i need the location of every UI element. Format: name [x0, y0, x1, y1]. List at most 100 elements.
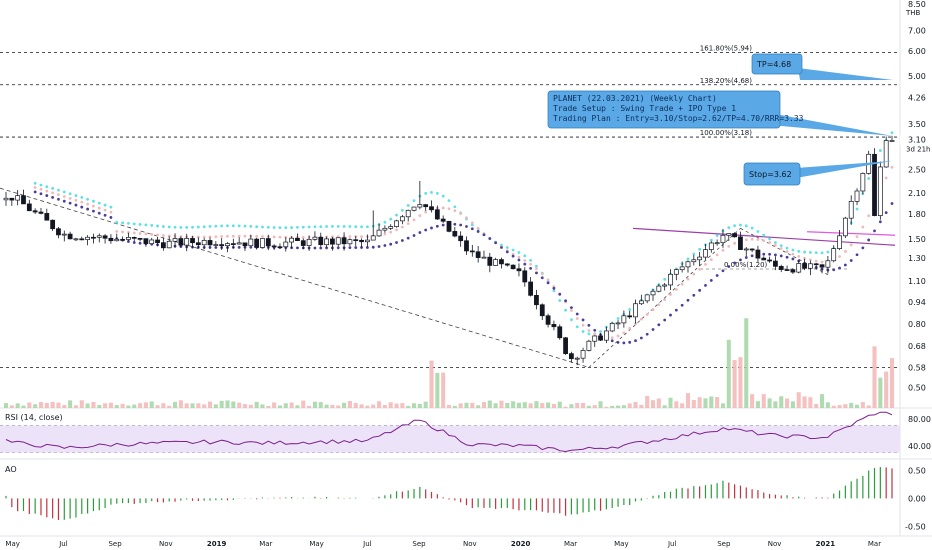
candle-body[interactable]	[569, 353, 574, 360]
candle-body[interactable]	[469, 250, 475, 253]
candle-body[interactable]	[330, 238, 335, 245]
candle-body[interactable]	[889, 140, 895, 142]
candle-body[interactable]	[808, 263, 813, 269]
candle-body[interactable]	[813, 263, 819, 266]
candle-body[interactable]	[499, 259, 504, 265]
candle-body[interactable]	[720, 234, 726, 244]
candle-body[interactable]	[860, 173, 866, 192]
candle-body[interactable]	[236, 242, 242, 245]
candle-body[interactable]	[353, 239, 359, 242]
candle-body[interactable]	[359, 239, 364, 243]
candle-body[interactable]	[21, 195, 26, 205]
tp-callout[interactable]	[751, 53, 803, 75]
candle-body[interactable]	[732, 233, 738, 238]
candle-body[interactable]	[434, 209, 440, 220]
candle-body[interactable]	[819, 264, 825, 268]
candle-body[interactable]	[644, 294, 650, 302]
candle-body[interactable]	[586, 340, 592, 351]
candle-body[interactable]	[749, 248, 755, 251]
candle-body[interactable]	[516, 268, 522, 272]
candle-body[interactable]	[539, 304, 545, 317]
candle-body[interactable]	[248, 238, 254, 247]
candle-body[interactable]	[32, 210, 38, 213]
candle-body[interactable]	[283, 241, 289, 248]
candle-body[interactable]	[668, 273, 673, 286]
candle-body[interactable]	[143, 238, 149, 244]
candle-body[interactable]	[534, 295, 539, 306]
candle-body[interactable]	[633, 303, 638, 318]
candle-body[interactable]	[452, 231, 458, 237]
candle-body[interactable]	[656, 285, 662, 292]
stop-callout[interactable]	[743, 162, 801, 186]
candle-body[interactable]	[638, 300, 644, 305]
candle-body[interactable]	[85, 236, 90, 240]
candle-body[interactable]	[743, 248, 749, 251]
candle-body[interactable]	[399, 216, 405, 222]
candle-body[interactable]	[271, 245, 277, 248]
candle-body[interactable]	[685, 261, 691, 268]
candle-body[interactable]	[755, 249, 761, 259]
plan-callout[interactable]	[547, 90, 781, 129]
candle-body[interactable]	[609, 323, 615, 332]
candle-body[interactable]	[429, 206, 434, 211]
candle-body[interactable]	[114, 238, 120, 242]
candle-body[interactable]	[877, 166, 883, 216]
candle-body[interactable]	[831, 248, 837, 262]
candle-body[interactable]	[440, 218, 446, 222]
candle-body[interactable]	[67, 233, 73, 240]
candle-body[interactable]	[230, 243, 236, 245]
candle-body[interactable]	[714, 242, 720, 245]
candle-body[interactable]	[872, 153, 877, 216]
annotations[interactable]: TP=4.68 PLANET (22.03.2021) (Weekly Chart…	[547, 53, 893, 186]
candle-body[interactable]	[190, 238, 195, 244]
candle-body[interactable]	[493, 259, 499, 266]
candle-body[interactable]	[312, 236, 318, 240]
candle-body[interactable]	[679, 266, 685, 271]
candle-body[interactable]	[300, 240, 306, 246]
candle-body[interactable]	[50, 219, 56, 230]
candle-body[interactable]	[802, 263, 807, 269]
candle-body[interactable]	[615, 322, 621, 325]
candle-body[interactable]	[790, 269, 796, 273]
candle-body[interactable]	[260, 238, 265, 248]
rsi-pane[interactable]: RSI (14, close) 80.00 40.00	[0, 411, 931, 453]
candle-body[interactable]	[335, 237, 341, 245]
candle-body[interactable]	[726, 233, 732, 236]
candle-body[interactable]	[347, 239, 353, 245]
candle-body[interactable]	[592, 335, 598, 342]
candle-body[interactable]	[242, 242, 248, 247]
candle-body[interactable]	[854, 190, 860, 202]
candle-body[interactable]	[376, 229, 382, 237]
candle-body[interactable]	[627, 315, 633, 318]
ao-pane[interactable]: AO 0.50 0.00 -0.50	[5, 465, 926, 531]
candle-body[interactable]	[324, 238, 329, 246]
candle-body[interactable]	[195, 242, 201, 246]
candle-body[interactable]	[3, 197, 9, 201]
candle-body[interactable]	[842, 217, 848, 237]
candle-body[interactable]	[56, 228, 61, 236]
price-axis[interactable]: 8.50 7.00 6.00 5.00 4.26 3.50 2.50 2.10 1.80 1.50…	[900, 0, 932, 392]
candle-body[interactable]	[778, 266, 784, 270]
candle-body[interactable]	[825, 260, 831, 268]
candle-body[interactable]	[388, 226, 394, 229]
candle-body[interactable]	[691, 259, 697, 263]
candle-body[interactable]	[423, 204, 429, 208]
candle-body[interactable]	[708, 242, 714, 250]
candle-body[interactable]	[883, 140, 889, 168]
time-axis[interactable]: May Jul Sep Nov 2019 Mar May Jul Sep Nov 2020 Mar Ma…	[5, 540, 881, 548]
candle-body[interactable]	[26, 203, 32, 212]
candle-body[interactable]	[341, 237, 347, 245]
candle-body[interactable]	[598, 335, 603, 341]
candle-body[interactable]	[545, 315, 551, 325]
candle-body[interactable]	[213, 244, 219, 246]
rsi-line[interactable]	[5, 411, 893, 453]
candle-body[interactable]	[551, 324, 557, 328]
candle-body[interactable]	[207, 240, 213, 246]
candle-body[interactable]	[796, 263, 802, 273]
candle-body[interactable]	[126, 237, 131, 240]
candle-body[interactable]	[265, 238, 271, 247]
candle-body[interactable]	[773, 260, 778, 267]
candle-body[interactable]	[481, 256, 487, 259]
candle-body[interactable]	[365, 239, 370, 243]
